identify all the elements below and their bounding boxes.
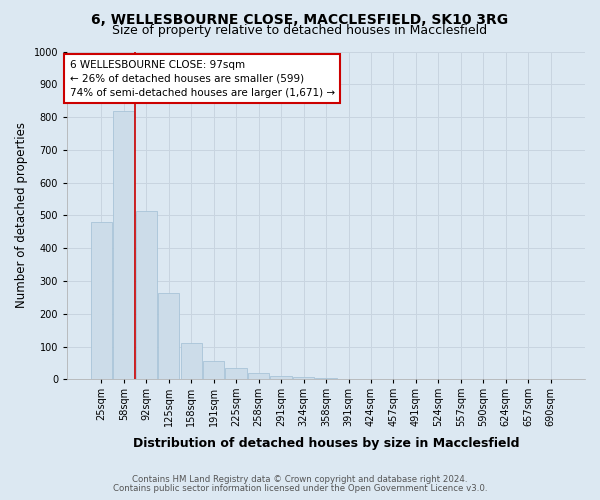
Bar [181,344,202,380]
Bar [113,110,134,380]
Bar [136,210,157,380]
Bar [316,378,337,380]
Bar [293,377,314,380]
Bar [226,368,247,380]
Bar [91,222,112,380]
X-axis label: Distribution of detached houses by size in Macclesfield: Distribution of detached houses by size … [133,437,519,450]
Text: Contains public sector information licensed under the Open Government Licence v3: Contains public sector information licen… [113,484,487,493]
Bar [158,293,179,380]
Y-axis label: Number of detached properties: Number of detached properties [15,122,28,308]
Bar [248,373,269,380]
Text: Contains HM Land Registry data © Crown copyright and database right 2024.: Contains HM Land Registry data © Crown c… [132,475,468,484]
Text: Size of property relative to detached houses in Macclesfield: Size of property relative to detached ho… [112,24,488,37]
Text: 6 WELLESBOURNE CLOSE: 97sqm
← 26% of detached houses are smaller (599)
74% of se: 6 WELLESBOURNE CLOSE: 97sqm ← 26% of det… [70,60,335,98]
Bar [203,362,224,380]
Bar [271,376,292,380]
Text: 6, WELLESBOURNE CLOSE, MACCLESFIELD, SK10 3RG: 6, WELLESBOURNE CLOSE, MACCLESFIELD, SK1… [91,12,509,26]
